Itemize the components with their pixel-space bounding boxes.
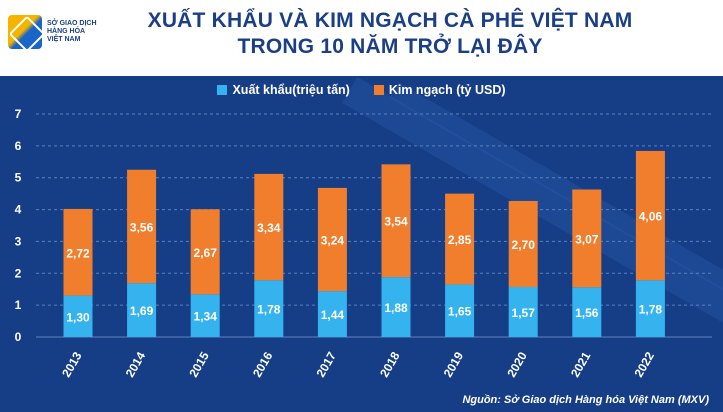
data-label-export: 1,78: [639, 303, 663, 317]
x-tick-label: 2020: [504, 349, 530, 379]
y-tick-label: 7: [15, 107, 22, 121]
logo-line: VIỆT NAM: [47, 36, 81, 43]
data-label-turnover: 4,06: [639, 210, 663, 224]
data-label-turnover: 3,54: [384, 215, 408, 229]
bar-export: [381, 277, 411, 337]
logo: SỞ GIAO DỊCH HÀNG HÓA VIỆT NAM: [8, 12, 100, 52]
bar-turnover: [572, 189, 602, 288]
bar-export: [254, 280, 284, 337]
bar-export: [445, 284, 475, 337]
data-label-export: 1,30: [66, 310, 90, 324]
x-tick-label: 2018: [377, 349, 403, 379]
x-tick-label: 2014: [123, 349, 149, 379]
bar-turnover: [381, 164, 411, 278]
bar-turnover: [254, 173, 284, 281]
y-tick-label: 1: [15, 298, 22, 312]
data-label-turnover: 3,07: [575, 232, 599, 246]
y-tick-label: 5: [15, 171, 22, 185]
logo-icon: [8, 15, 42, 49]
bar-turnover: [635, 150, 665, 281]
data-label-export: 1,69: [130, 304, 154, 318]
legend-item-turnover: Kim ngạch (tỷ USD): [373, 83, 506, 97]
data-label-turnover: 3,56: [130, 220, 154, 234]
legend-swatch-export: [217, 85, 228, 95]
bar-turnover: [508, 200, 538, 287]
bar-turnover: [127, 169, 157, 284]
y-tick-label: 6: [15, 139, 22, 153]
bar-export: [127, 283, 157, 337]
bar-turnover: [445, 193, 475, 285]
data-label-turnover: 3,24: [321, 234, 345, 248]
x-tick-label: 2013: [59, 349, 85, 379]
page-title: XUẤT KHẨU VÀ KIM NGẠCH CÀ PHÊ VIỆT NAM T…: [120, 8, 660, 60]
bar-export: [190, 294, 220, 337]
logo-line: SỞ GIAO DỊCH: [47, 20, 97, 27]
data-label-export: 1,78: [257, 303, 281, 317]
x-tick-label: 2019: [441, 349, 467, 379]
chart-legend: Xuất khẩu(triệu tấn) Kim ngạch (tỷ USD): [0, 83, 723, 97]
x-tick-label: 2021: [568, 349, 594, 379]
legend-item-export: Xuất khẩu(triệu tấn): [217, 83, 350, 97]
legend-label-turnover: Kim ngạch (tỷ USD): [388, 83, 506, 97]
data-label-export: 1,56: [575, 306, 599, 320]
data-label-export: 1,65: [448, 305, 472, 319]
bar-turnover: [317, 187, 347, 292]
data-label-export: 1,88: [384, 301, 408, 315]
logo-text: SỞ GIAO DỊCH HÀNG HÓA VIỆT NAM: [47, 20, 97, 44]
y-tick-label: 4: [15, 203, 22, 217]
x-tick-label: 2017: [314, 349, 340, 379]
y-tick-label: 3: [15, 234, 22, 248]
title-line-1: XUẤT KHẨU VÀ KIM NGẠCH CÀ PHÊ VIỆT NAM: [147, 9, 633, 32]
bar-export: [317, 291, 347, 337]
legend-swatch-turnover: [373, 85, 384, 95]
x-tick-label: 2015: [186, 349, 212, 379]
bar-export: [572, 287, 602, 337]
y-tick-label: 0: [15, 330, 22, 344]
source-note: Nguồn: Sở Giao dịch Hàng hóa Việt Nam (M…: [462, 394, 709, 406]
bar-export: [63, 295, 93, 337]
bar-export: [508, 286, 538, 337]
title-line-2: TRONG 10 NĂM TRỞ LẠI ĐÂY: [237, 35, 543, 58]
data-label-turnover: 2,67: [194, 246, 218, 260]
bar-turnover: [190, 209, 220, 295]
data-label-turnover: 2,85: [448, 233, 472, 247]
bar-export: [635, 280, 665, 337]
data-label-turnover: 2,72: [66, 246, 90, 260]
data-label-export: 1,34: [194, 310, 218, 324]
y-tick-label: 2: [15, 266, 22, 280]
data-label-export: 1,57: [512, 306, 536, 320]
x-tick-label: 2022: [632, 349, 658, 379]
x-tick-label: 2016: [250, 349, 276, 379]
data-label-turnover: 2,70: [512, 238, 536, 252]
data-label-export: 1,44: [321, 308, 345, 322]
bar-turnover: [63, 208, 93, 296]
legend-label-export: Xuất khẩu(triệu tấn): [232, 83, 350, 97]
data-label-turnover: 3,34: [257, 221, 281, 235]
header-banner: [0, 0, 723, 76]
logo-line: HÀNG HÓA: [47, 28, 86, 35]
